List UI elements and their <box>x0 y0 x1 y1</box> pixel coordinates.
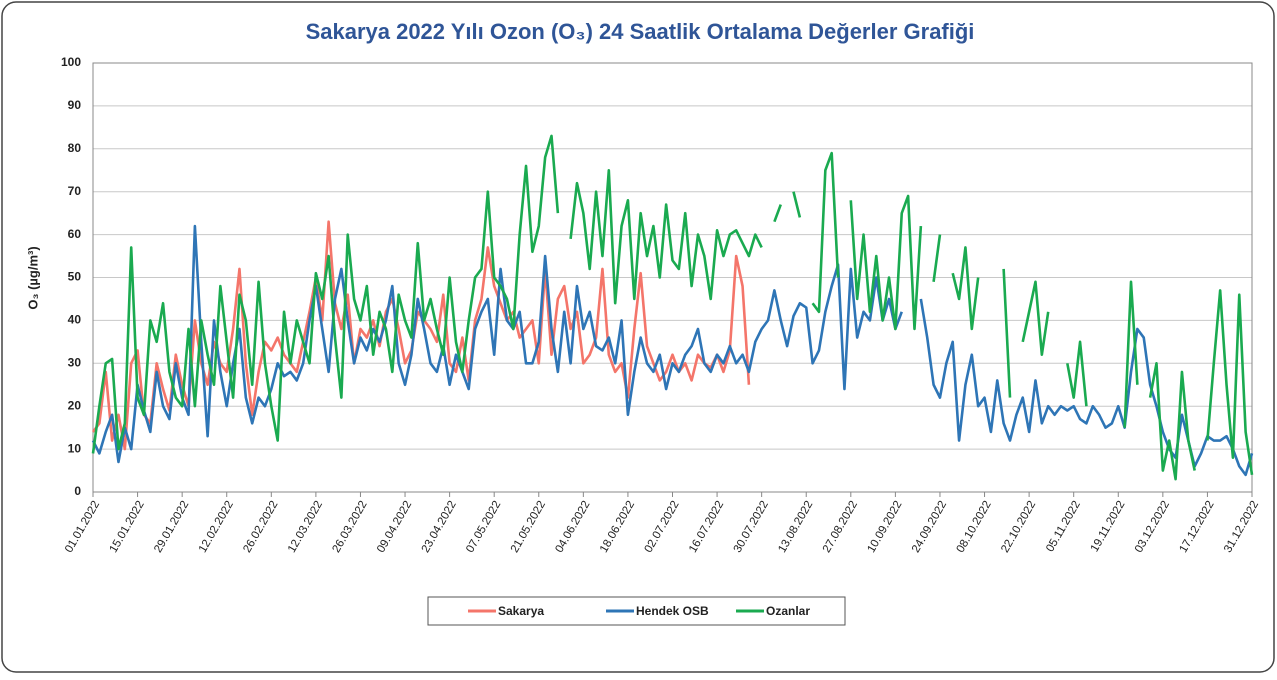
legend-label: Sakarya <box>498 604 544 618</box>
y-tick-label: 50 <box>68 270 82 284</box>
y-tick-label: 90 <box>68 98 82 112</box>
y-tick-label: 10 <box>68 441 82 455</box>
y-tick-label: 70 <box>68 184 82 198</box>
legend: Sakarya Hendek OSB Ozanlar <box>468 604 810 618</box>
chart-title: Sakarya 2022 Yılı Ozon (O₃) 24 Saatlik O… <box>306 19 975 44</box>
legend-box <box>427 596 846 626</box>
y-tick-label: 30 <box>68 355 82 369</box>
y-tick-label: 80 <box>68 141 82 155</box>
legend-label: Hendek OSB <box>636 604 709 618</box>
y-tick-label: 20 <box>68 398 82 412</box>
series-line <box>91 134 1254 481</box>
y-tick-label: 60 <box>68 227 82 241</box>
y-tick-label: 0 <box>74 484 81 498</box>
y-tick-label: 40 <box>68 313 82 327</box>
series-line <box>91 224 1254 477</box>
y-axis-label: O₃ (µg/m³) <box>25 246 40 309</box>
legend-label: Ozanlar <box>766 604 810 618</box>
y-tick-label: 100 <box>61 55 81 69</box>
